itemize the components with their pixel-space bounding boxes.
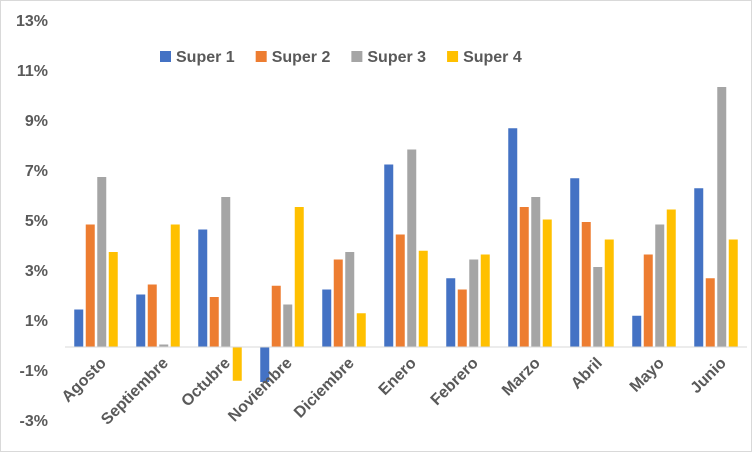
bar xyxy=(581,222,591,347)
bar xyxy=(136,294,146,347)
y-tick-label: 9% xyxy=(25,113,48,130)
bar xyxy=(322,289,332,347)
legend-label: Super 2 xyxy=(272,49,331,66)
bar xyxy=(643,254,653,347)
bar xyxy=(221,197,231,347)
bar xyxy=(632,315,642,347)
y-tick-label: -1% xyxy=(20,363,48,380)
bar xyxy=(694,188,704,347)
bar xyxy=(97,177,107,347)
bar xyxy=(395,234,405,347)
bar xyxy=(356,313,366,347)
y-tick-label: 5% xyxy=(25,213,48,230)
bar xyxy=(508,128,518,347)
bar xyxy=(570,178,580,347)
bar xyxy=(74,309,84,347)
y-tick-label: 1% xyxy=(25,313,48,330)
y-tick-label: -3% xyxy=(20,413,48,430)
bar xyxy=(717,87,727,347)
bar xyxy=(333,259,343,347)
bar xyxy=(198,229,208,347)
legend-swatch xyxy=(160,51,171,62)
legend-swatch xyxy=(447,51,459,62)
bar xyxy=(209,297,219,347)
bar xyxy=(170,224,180,347)
bar xyxy=(345,252,355,347)
bar xyxy=(271,285,281,347)
bar xyxy=(294,207,304,347)
bar xyxy=(593,267,603,347)
legend-swatch xyxy=(255,51,267,62)
legend-swatch xyxy=(351,51,363,62)
bar xyxy=(85,224,95,347)
bar xyxy=(531,197,541,347)
bar xyxy=(260,347,270,382)
bar xyxy=(480,254,490,347)
bar xyxy=(604,239,614,347)
bar xyxy=(519,207,529,347)
y-tick-label: 11% xyxy=(17,63,48,80)
bar xyxy=(666,209,676,347)
bar xyxy=(446,278,456,347)
bar xyxy=(542,219,552,347)
bar xyxy=(108,252,118,347)
bar xyxy=(283,304,293,347)
legend-label: Super 3 xyxy=(367,49,426,66)
y-tick-label: 13% xyxy=(16,13,48,30)
bar xyxy=(384,164,394,347)
bar xyxy=(457,289,467,347)
bar xyxy=(407,149,417,347)
legend-label: Super 1 xyxy=(176,49,235,66)
bar xyxy=(159,344,169,347)
legend-label: Super 4 xyxy=(463,49,522,66)
bar xyxy=(705,278,715,347)
bar xyxy=(728,239,738,347)
y-tick-label: 7% xyxy=(25,163,48,180)
bar xyxy=(655,224,665,347)
bar xyxy=(469,259,479,347)
bar xyxy=(147,284,157,347)
bar xyxy=(232,347,242,381)
y-tick-label: 3% xyxy=(25,263,48,280)
bar xyxy=(418,250,428,347)
